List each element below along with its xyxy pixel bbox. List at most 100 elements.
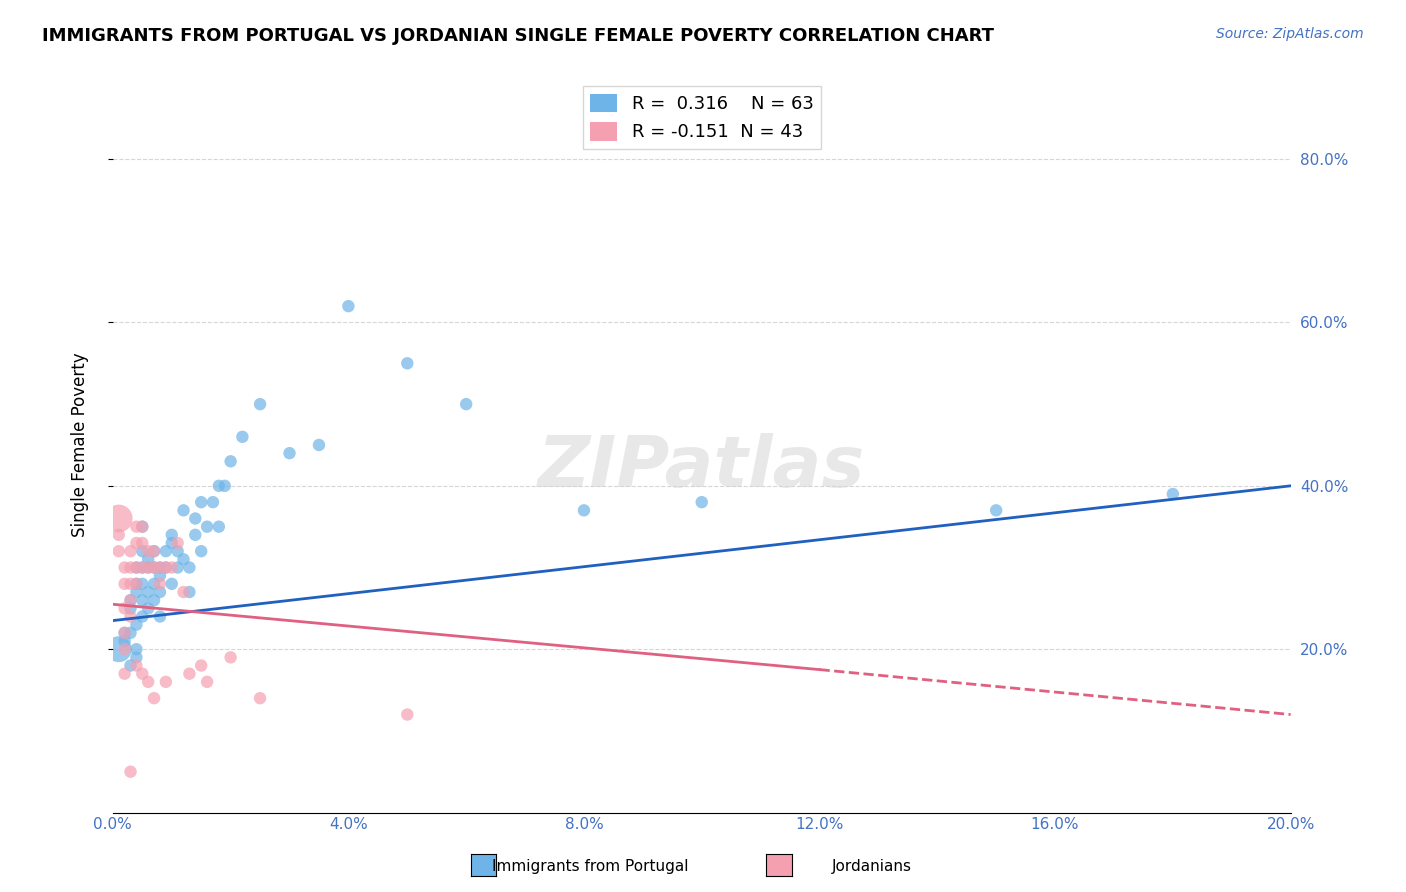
Point	[114, 577, 136, 591]
Point	[278, 446, 301, 460]
Point	[337, 299, 360, 313]
Point	[125, 536, 148, 550]
Point	[166, 536, 188, 550]
Point	[131, 577, 153, 591]
Point	[125, 650, 148, 665]
Point	[149, 568, 172, 582]
Point	[107, 642, 129, 657]
Point	[690, 495, 713, 509]
Y-axis label: Single Female Poverty: Single Female Poverty	[72, 352, 89, 537]
Point	[131, 536, 153, 550]
Point	[249, 397, 271, 411]
Point	[572, 503, 595, 517]
Point	[114, 625, 136, 640]
Point	[155, 560, 177, 574]
Point	[125, 560, 148, 574]
Point	[120, 658, 142, 673]
Point	[184, 528, 207, 542]
Point	[143, 544, 166, 558]
Point	[208, 519, 231, 533]
Point	[114, 642, 136, 657]
Point	[173, 503, 195, 517]
Point	[136, 585, 159, 599]
Point	[131, 609, 153, 624]
Point	[986, 503, 1008, 517]
Point	[143, 691, 166, 706]
Point	[107, 528, 129, 542]
Point	[149, 577, 172, 591]
Text: IMMIGRANTS FROM PORTUGAL VS JORDANIAN SINGLE FEMALE POVERTY CORRELATION CHART: IMMIGRANTS FROM PORTUGAL VS JORDANIAN SI…	[42, 27, 994, 45]
Point	[143, 560, 166, 574]
Point	[396, 356, 419, 370]
Point	[125, 577, 148, 591]
Point	[190, 544, 212, 558]
Text: Source: ZipAtlas.com: Source: ZipAtlas.com	[1216, 27, 1364, 41]
Point	[131, 593, 153, 607]
Point	[231, 430, 253, 444]
Point	[120, 601, 142, 615]
Point	[155, 544, 177, 558]
Point	[136, 601, 159, 615]
Point	[125, 642, 148, 657]
Point	[219, 650, 242, 665]
Point	[120, 764, 142, 779]
Point	[201, 495, 224, 509]
Point	[173, 552, 195, 566]
Point	[160, 536, 183, 550]
Point	[114, 634, 136, 648]
Point	[131, 560, 153, 574]
Point	[166, 544, 188, 558]
Point	[184, 511, 207, 525]
Point	[190, 658, 212, 673]
Point	[114, 601, 136, 615]
Point	[160, 560, 183, 574]
Point	[456, 397, 478, 411]
Point	[125, 617, 148, 632]
Point	[179, 560, 201, 574]
Point	[131, 560, 153, 574]
Point	[396, 707, 419, 722]
Text: Jordanians: Jordanians	[832, 859, 911, 874]
Point	[143, 593, 166, 607]
Point	[249, 691, 271, 706]
Point	[149, 560, 172, 574]
Point	[136, 674, 159, 689]
Point	[149, 560, 172, 574]
Point	[136, 544, 159, 558]
Point	[136, 552, 159, 566]
Point	[114, 625, 136, 640]
Point	[125, 585, 148, 599]
Point	[155, 674, 177, 689]
Point	[149, 609, 172, 624]
Legend: R =  0.316    N = 63, R = -0.151  N = 43: R = 0.316 N = 63, R = -0.151 N = 43	[583, 87, 821, 149]
Point	[120, 625, 142, 640]
Point	[166, 560, 188, 574]
Point	[155, 560, 177, 574]
Point	[125, 658, 148, 673]
Point	[179, 666, 201, 681]
Point	[107, 544, 129, 558]
Point	[120, 544, 142, 558]
Point	[120, 577, 142, 591]
Point	[125, 519, 148, 533]
Point	[114, 666, 136, 681]
Text: ZIPatlas: ZIPatlas	[538, 433, 866, 501]
Point	[136, 560, 159, 574]
Point	[131, 519, 153, 533]
Point	[143, 577, 166, 591]
Point	[160, 577, 183, 591]
Point	[120, 593, 142, 607]
Point	[120, 593, 142, 607]
Point	[214, 479, 236, 493]
Point	[195, 674, 218, 689]
Point	[308, 438, 330, 452]
Point	[1161, 487, 1184, 501]
Point	[208, 479, 231, 493]
Point	[219, 454, 242, 468]
Point	[120, 560, 142, 574]
Point	[125, 560, 148, 574]
Point	[143, 560, 166, 574]
Point	[160, 528, 183, 542]
Point	[149, 585, 172, 599]
Point	[125, 577, 148, 591]
